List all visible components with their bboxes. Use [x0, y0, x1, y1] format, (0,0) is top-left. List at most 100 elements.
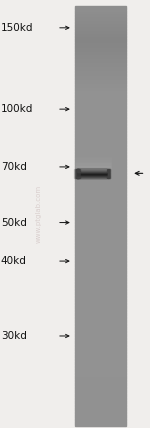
Bar	[75, 9, 126, 11]
Bar	[75, 82, 126, 83]
Bar	[75, 172, 111, 173]
Bar	[75, 21, 126, 22]
Bar	[75, 168, 111, 169]
Bar	[75, 183, 111, 184]
Bar	[77, 169, 80, 178]
Bar	[75, 343, 126, 345]
Bar	[75, 416, 126, 417]
Bar	[75, 222, 126, 223]
Bar	[75, 79, 126, 80]
Bar	[75, 259, 126, 261]
Bar	[75, 257, 126, 258]
Bar	[75, 223, 126, 225]
Bar	[75, 410, 126, 412]
Bar	[75, 104, 126, 106]
Bar	[75, 412, 126, 413]
Bar	[75, 164, 111, 165]
Bar	[108, 169, 110, 178]
Bar	[75, 354, 126, 356]
Bar	[75, 143, 126, 145]
Bar	[75, 50, 126, 51]
Bar	[75, 145, 126, 146]
Bar	[75, 181, 111, 182]
Bar	[75, 166, 126, 167]
Bar	[75, 75, 126, 76]
Bar	[75, 206, 126, 208]
Bar	[75, 181, 126, 183]
Bar	[74, 169, 77, 178]
Bar	[75, 157, 111, 158]
Bar	[108, 169, 109, 178]
Bar	[75, 178, 111, 179]
Bar	[75, 169, 111, 170]
Bar	[75, 388, 126, 389]
Bar	[75, 176, 111, 177]
Bar	[75, 120, 126, 121]
Bar	[75, 108, 126, 110]
Bar	[75, 178, 126, 180]
Bar	[75, 196, 126, 198]
Bar	[75, 183, 126, 184]
Bar	[75, 187, 126, 188]
Bar	[75, 300, 126, 301]
Bar	[75, 331, 126, 332]
Bar	[75, 162, 111, 163]
Bar	[75, 198, 126, 199]
Bar	[75, 253, 126, 254]
Bar	[75, 132, 126, 134]
Bar	[75, 321, 126, 322]
Bar	[75, 364, 126, 366]
Bar	[75, 395, 126, 396]
Bar	[75, 169, 77, 178]
Bar	[75, 363, 126, 364]
Bar	[75, 65, 126, 66]
Bar	[75, 289, 126, 290]
Bar	[108, 169, 109, 178]
Bar	[75, 13, 126, 15]
Bar	[75, 156, 126, 158]
Bar	[75, 127, 126, 128]
Bar	[75, 159, 126, 160]
Bar	[75, 378, 126, 380]
Bar	[75, 405, 126, 406]
Bar	[75, 374, 126, 375]
Bar	[75, 273, 126, 275]
Bar	[75, 72, 126, 74]
Bar	[75, 212, 126, 213]
Bar	[75, 92, 126, 93]
Bar	[75, 18, 126, 19]
Bar	[75, 396, 126, 398]
Bar	[75, 173, 111, 174]
Bar	[75, 372, 126, 373]
Bar	[74, 169, 77, 178]
Bar	[75, 250, 126, 251]
Bar	[75, 184, 126, 185]
Bar	[109, 169, 111, 178]
Bar	[75, 54, 126, 55]
Bar	[75, 406, 126, 408]
Bar	[75, 394, 126, 395]
Bar	[75, 258, 126, 259]
Bar	[75, 23, 126, 24]
Bar	[75, 327, 126, 328]
Bar	[75, 247, 126, 248]
Bar	[75, 135, 126, 137]
Bar	[75, 100, 126, 101]
Bar	[75, 153, 126, 155]
Bar	[75, 163, 126, 164]
Bar	[109, 169, 110, 178]
Bar	[75, 225, 126, 226]
Bar	[74, 169, 76, 178]
Bar	[75, 138, 126, 139]
Bar	[76, 169, 79, 178]
Bar	[75, 320, 126, 321]
Bar	[75, 232, 126, 233]
Bar	[107, 169, 109, 178]
Bar	[75, 71, 126, 72]
Bar	[75, 353, 126, 354]
Bar	[75, 226, 126, 227]
Bar	[75, 188, 126, 190]
Bar	[75, 169, 78, 178]
Bar	[108, 169, 110, 178]
Bar	[75, 255, 126, 257]
